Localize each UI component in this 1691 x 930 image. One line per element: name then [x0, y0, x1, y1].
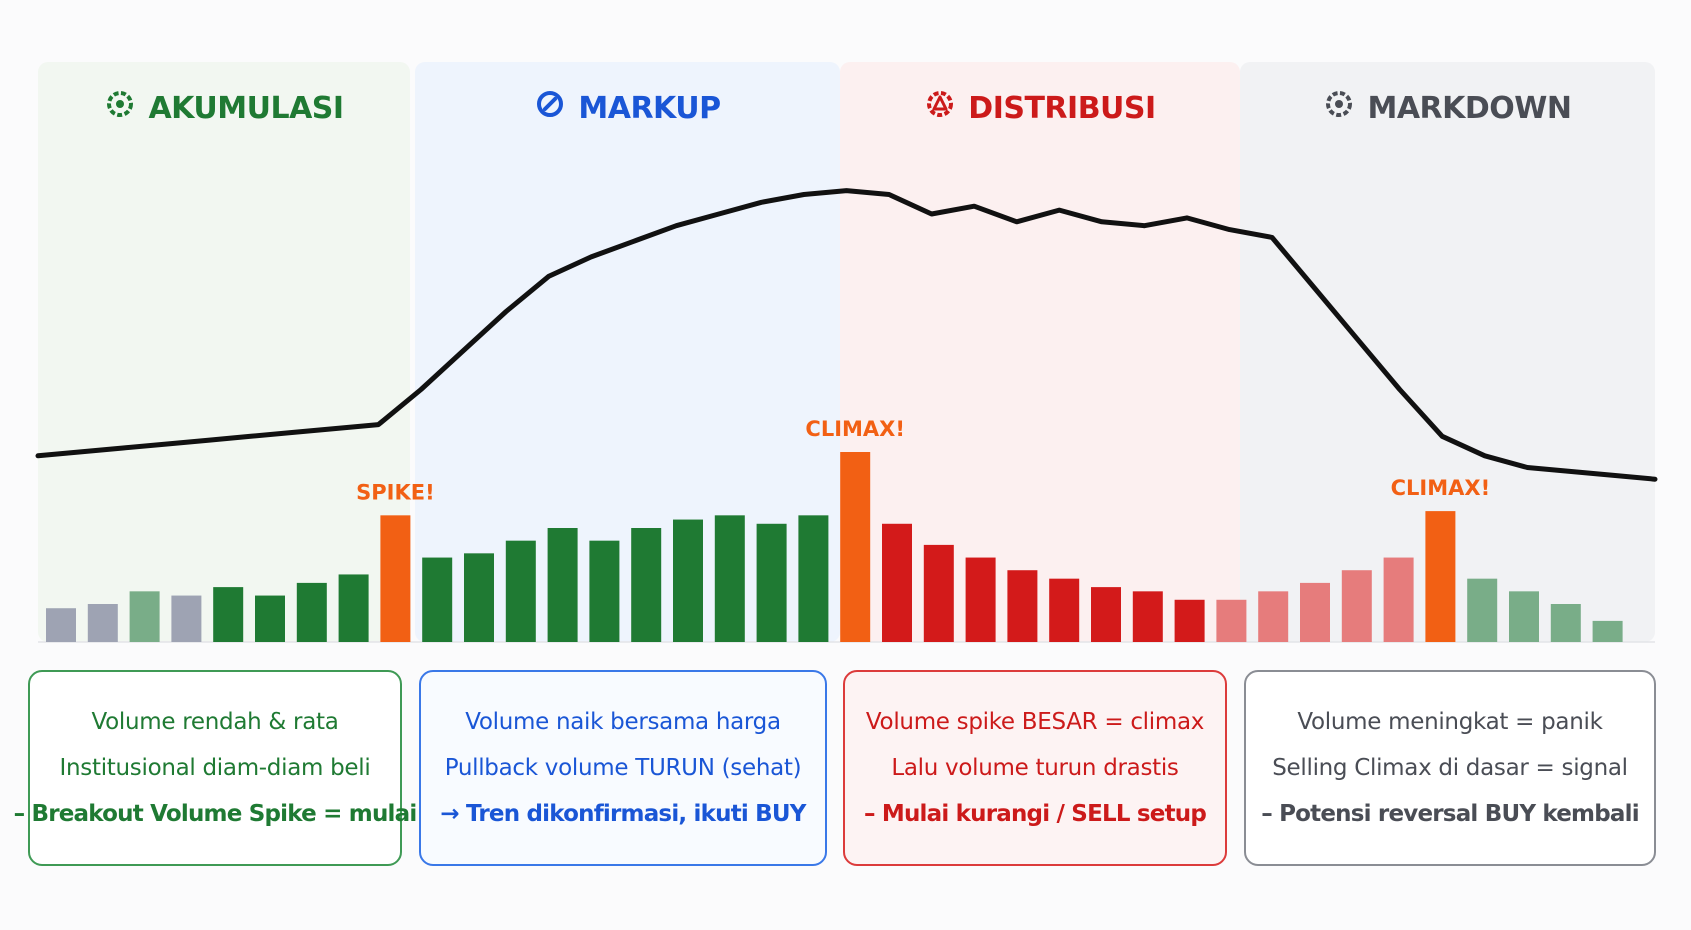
volume-bar	[840, 452, 871, 642]
volume-bar	[1132, 591, 1163, 642]
card-conclusion: – Mulai kurangi / SELL setup	[863, 800, 1207, 827]
volume-bar	[1174, 599, 1205, 642]
phase-title-akumulasi: AKUMULASI	[148, 90, 344, 126]
volume-bar	[1007, 570, 1038, 642]
phase-panel-markdown	[1240, 62, 1655, 642]
card-line: Volume meningkat = panik	[1297, 708, 1603, 735]
volume-bar	[547, 528, 578, 642]
volume-bar	[422, 557, 453, 642]
volume-bar	[1425, 511, 1456, 642]
phase-title-markdown: MARKDOWN	[1367, 90, 1572, 126]
info-card-markdown: Volume meningkat = panik Selling Climax …	[1244, 670, 1656, 866]
volume-bar	[923, 544, 954, 642]
volume-bar	[673, 519, 703, 642]
volume-bar	[338, 574, 369, 642]
volume-bar	[1091, 587, 1121, 642]
volume-bar	[171, 595, 202, 642]
volume-bar	[1216, 599, 1247, 642]
info-card-distribusi: Volume spike BESAR = climax Lalu volume …	[843, 670, 1227, 866]
volume-bar	[464, 553, 494, 642]
phase-title-distribusi: DISTRIBUSI	[968, 90, 1156, 126]
volume-bar	[1550, 604, 1581, 642]
volume-bar	[631, 528, 662, 642]
card-line: Pullback volume TURUN (sehat)	[444, 754, 802, 781]
card-conclusion: – Potensi reversal BUY kembali	[1261, 800, 1639, 827]
volume-bar	[1509, 591, 1539, 642]
volume-bar	[46, 608, 76, 642]
gear-icon	[1323, 88, 1355, 128]
volume-bar	[798, 515, 829, 642]
card-conclusion: → Tren dikonfirmasi, ikuti BUY	[440, 800, 806, 827]
warning-gear-icon	[924, 88, 956, 128]
volume-bar	[965, 557, 996, 642]
bar-annotation-label: CLIMAX!	[805, 417, 905, 441]
volume-bar	[714, 515, 745, 642]
card-line: Lalu volume turun drastis	[891, 754, 1179, 781]
card-line: Selling Climax di dasar = signal	[1272, 754, 1628, 781]
bar-annotation-label: CLIMAX!	[1391, 476, 1491, 500]
card-line: Volume spike BESAR = climax	[865, 708, 1205, 735]
volume-bar	[1592, 620, 1623, 642]
gauge-icon	[534, 88, 566, 128]
volume-bar	[255, 595, 285, 642]
card-line: Volume naik bersama harga	[465, 708, 781, 735]
phase-panel-akumulasi	[38, 62, 410, 642]
volume-bar	[1258, 591, 1289, 642]
volume-bar	[589, 540, 620, 642]
volume-bar	[882, 523, 912, 642]
card-conclusion: – Breakout Volume Spike = mulai	[13, 800, 418, 827]
volume-bar	[213, 587, 244, 642]
price-line	[35, 188, 1658, 482]
volume-bar	[505, 540, 536, 642]
bar-annotation-label: SPIKE!	[356, 480, 435, 504]
phase-title-markup: MARKUP	[578, 90, 721, 126]
card-line: Institusional diam-diam beli	[59, 754, 371, 781]
volume-bar	[380, 515, 411, 642]
info-card-markup: Volume naik bersama harga Pullback volum…	[419, 670, 827, 866]
phase-header-markdown: MARKDOWN	[1240, 88, 1655, 128]
volume-bar	[129, 591, 160, 642]
volume-bar	[1300, 582, 1330, 642]
card-line: Volume rendah & rata	[91, 708, 339, 735]
phase-panel-distribusi	[840, 62, 1240, 642]
phase-panel-markup	[415, 62, 840, 642]
volume-bar	[87, 604, 118, 642]
phase-header-distribusi: DISTRIBUSI	[840, 88, 1240, 128]
info-card-akumulasi: Volume rendah & rata Institusional diam-…	[14, 670, 417, 866]
volume-bar	[296, 582, 327, 642]
phase-header-markup: MARKUP	[415, 88, 840, 128]
volume-bar	[1383, 557, 1414, 642]
gear-icon	[104, 88, 136, 128]
volume-bar	[756, 523, 787, 642]
volume-bar	[1467, 578, 1498, 642]
volume-bar	[1341, 570, 1372, 642]
volume-bar	[1049, 578, 1080, 642]
phase-header-akumulasi: AKUMULASI	[38, 88, 410, 128]
